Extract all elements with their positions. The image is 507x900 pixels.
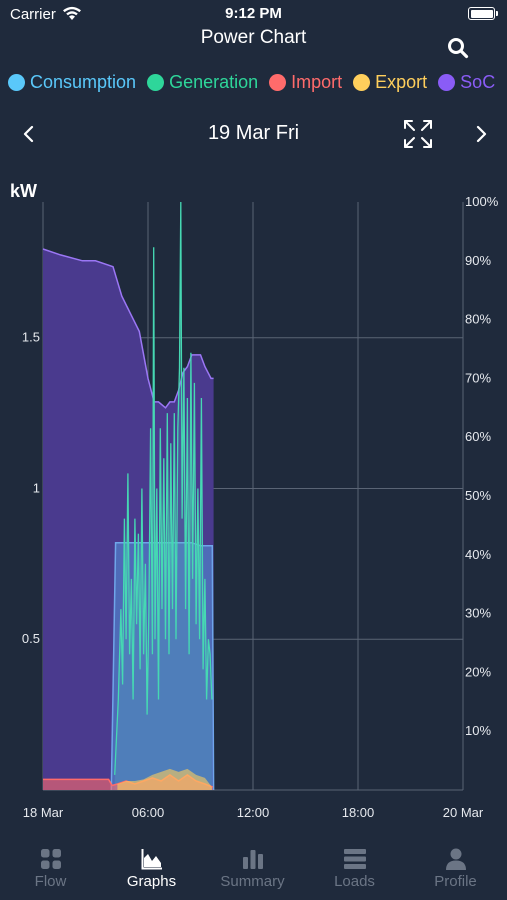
search-icon[interactable] xyxy=(446,36,470,60)
tab-label: Profile xyxy=(434,873,477,890)
date-label: 19 Mar Fri xyxy=(207,122,300,144)
date-navigator: 19 Mar Fri xyxy=(0,116,507,152)
y2-axis-tick-label: 10% xyxy=(465,723,491,738)
legend-label: Export xyxy=(375,72,428,92)
clock-label: 9:12 PM xyxy=(225,5,282,22)
list-icon xyxy=(343,849,366,869)
legend-label: Import xyxy=(291,72,343,92)
legend-label: Generation xyxy=(169,72,259,92)
battery-icon xyxy=(468,7,498,20)
legend-item-consumption[interactable]: Consumption xyxy=(8,72,136,93)
wifi-icon xyxy=(63,6,81,20)
soc-line xyxy=(42,248,214,409)
bar-chart-icon xyxy=(242,850,263,869)
y-axis-tick-label: 1.5 xyxy=(22,330,40,345)
chevron-right-icon[interactable] xyxy=(470,122,492,146)
expand-icon[interactable] xyxy=(401,117,435,151)
legend-item-import[interactable]: Import xyxy=(269,72,342,93)
y2-axis-tick-label: 90% xyxy=(465,253,491,268)
tab-bar: Flow Graphs Summary Loads Profile xyxy=(0,838,507,900)
tab-label: Summary xyxy=(220,873,285,890)
legend-item-export[interactable]: Export xyxy=(353,72,427,93)
y-axis-unit-label: kW xyxy=(10,181,37,201)
y-axis-tick-label: 1 xyxy=(33,480,40,495)
y2-axis-tick-label: 60% xyxy=(465,429,491,444)
chart-series xyxy=(42,201,215,791)
tab-flow[interactable]: Flow xyxy=(0,838,101,900)
tab-loads[interactable]: Loads xyxy=(304,838,405,900)
y2-axis-tick-label: 40% xyxy=(465,547,491,562)
y2-axis-tick-label: 30% xyxy=(465,606,491,621)
export-area xyxy=(117,768,212,790)
y-axis-tick-label: 0.5 xyxy=(22,631,40,646)
carrier-label: Carrier xyxy=(10,6,56,23)
chart-axis-labels: 0.5 1 1.5 10% 20% 30% 40% 50% 60% 70% 80% 90% 100% 18… xyxy=(22,194,499,820)
x-axis-tick-label: 12:00 xyxy=(237,805,270,820)
status-bar: Carrier 9:12 PM xyxy=(0,0,507,28)
person-icon xyxy=(445,848,466,870)
y2-axis-tick-label: 70% xyxy=(465,370,491,385)
tab-profile[interactable]: Profile xyxy=(405,838,506,900)
x-axis-tick-label: 06:00 xyxy=(132,805,165,820)
y2-axis-tick-label: 20% xyxy=(465,664,491,679)
legend-label: Consumption xyxy=(30,72,137,92)
legend-dot xyxy=(269,74,287,91)
legend-dot xyxy=(8,74,25,91)
legend-dot xyxy=(438,74,456,91)
x-axis-tick-label: 18:00 xyxy=(342,805,375,820)
tab-summary[interactable]: Summary xyxy=(202,838,303,900)
x-axis-tick-label: 18 Mar xyxy=(23,805,64,820)
grid-icon xyxy=(40,849,61,869)
chart-legend: Consumption Generation Import Export SoC xyxy=(8,72,507,98)
power-chart: 0.5 1 1.5 10% 20% 30% 40% 50% 60% 70% 80% 90% 100% 18… xyxy=(22,194,499,820)
chevron-left-icon[interactable] xyxy=(18,122,40,146)
tab-label: Loads xyxy=(334,873,375,890)
tab-label: Graphs xyxy=(126,873,177,890)
x-axis-tick-label: 20 Mar xyxy=(443,805,484,820)
legend-dot xyxy=(353,74,371,91)
y2-axis-tick-label: 80% xyxy=(465,312,491,327)
legend-item-soc[interactable]: SoC xyxy=(438,72,495,93)
tab-graphs[interactable]: Graphs xyxy=(101,838,202,900)
tab-label: Flow xyxy=(34,873,67,890)
y2-axis-tick-label: 100% xyxy=(465,194,499,209)
generation-line xyxy=(114,201,213,775)
generation-area xyxy=(114,202,212,790)
legend-dot xyxy=(147,74,165,91)
legend-item-generation[interactable]: Generation xyxy=(147,72,258,93)
page-title: Power Chart xyxy=(200,27,307,48)
legend-label: SoC xyxy=(460,72,496,92)
area-chart-icon xyxy=(141,849,162,870)
y2-axis-tick-label: 50% xyxy=(465,488,491,503)
